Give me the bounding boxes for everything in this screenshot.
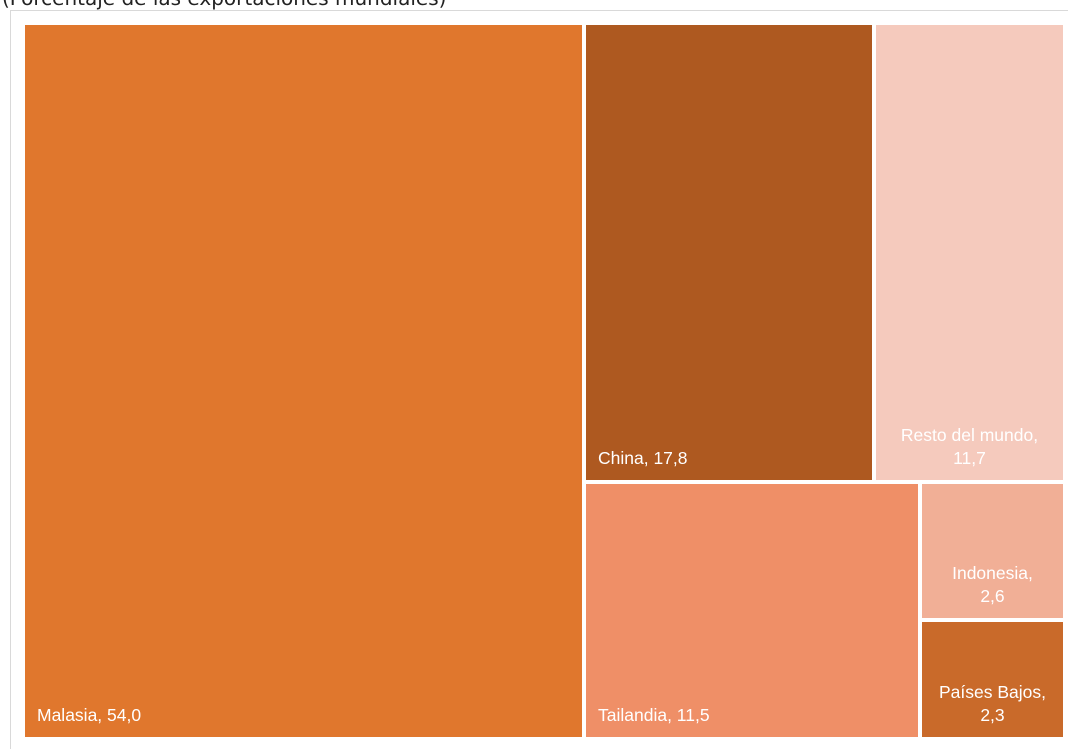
tile-label: Países Bajos, 2,3: [939, 682, 1046, 725]
tile-china: China, 17,8: [586, 25, 872, 480]
tile-tailandia: Tailandia, 11,5: [586, 484, 918, 737]
tile-paises-bajos: Países Bajos, 2,3: [922, 622, 1063, 737]
tile-malasia: Malasia, 54,0: [25, 25, 582, 737]
tile-label: Resto del mundo, 11,7: [900, 425, 1039, 468]
tile-label: China, 17,8: [598, 448, 688, 468]
chart-subtitle: (Porcentaje de las exportaciones mundial…: [2, 0, 446, 10]
tile-resto-del-mundo: Resto del mundo, 11,7: [876, 25, 1063, 480]
plot-frame: [10, 10, 1068, 749]
tile-indonesia: Indonesia, 2,6: [922, 484, 1063, 618]
tile-label: Indonesia, 2,6: [952, 563, 1033, 606]
tile-label: Malasia, 54,0: [37, 705, 142, 725]
tile-label: Tailandia, 11,5: [598, 705, 710, 725]
